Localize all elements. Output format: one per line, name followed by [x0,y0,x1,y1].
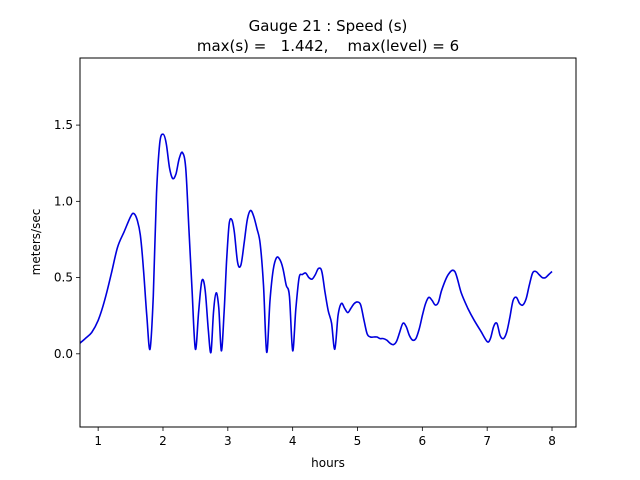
chart-title-line2: max(s) = 1.442, max(level) = 6 [197,37,459,55]
x-axis-label: hours [311,456,345,470]
plot-lines [79,133,553,354]
y-tick-label: 0.5 [54,271,73,285]
y-axis-ticks: 0.0 0.5 1.0 1.5 [54,118,80,361]
y-axis-label: meters/sec [29,209,43,276]
x-tick-label: 7 [483,434,491,448]
x-tick-label: 3 [224,434,232,448]
chart-title-line1: Gauge 21 : Speed (s) [249,17,408,35]
x-axis-ticks: 1 2 3 4 5 6 7 8 [94,427,556,448]
y-tick-label: 0.0 [54,347,73,361]
x-tick-label: 6 [419,434,427,448]
x-tick-label: 8 [548,434,556,448]
y-tick-label: 1.0 [54,194,73,208]
x-tick-label: 1 [94,434,102,448]
speed-series-line-0 [79,133,553,354]
plot-frame [79,57,577,428]
x-tick-label: 2 [159,434,167,448]
x-tick-label: 4 [289,434,297,448]
x-tick-label: 5 [354,434,362,448]
plot-area [80,58,576,427]
y-tick-label: 1.5 [54,118,73,132]
